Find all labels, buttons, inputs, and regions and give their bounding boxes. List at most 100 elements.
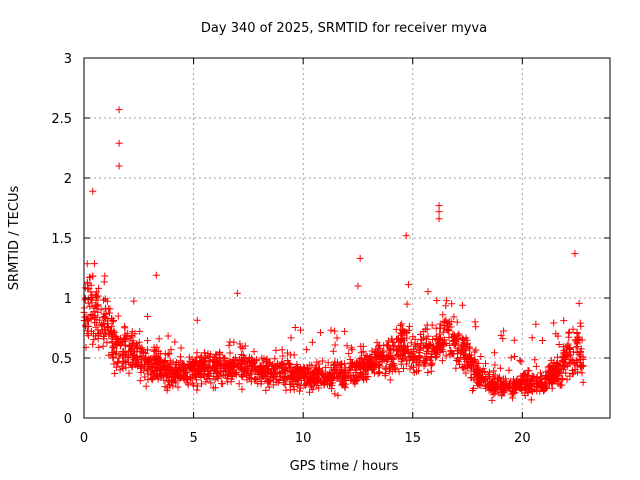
data-point bbox=[553, 353, 561, 361]
data-point bbox=[303, 363, 311, 371]
data-point bbox=[416, 357, 424, 365]
data-point bbox=[469, 386, 477, 394]
data-point bbox=[231, 369, 239, 377]
data-point bbox=[516, 356, 524, 364]
data-point bbox=[450, 331, 458, 339]
data-point bbox=[499, 380, 507, 388]
data-point bbox=[370, 369, 378, 377]
data-point bbox=[443, 297, 451, 305]
data-point bbox=[105, 351, 113, 359]
data-point bbox=[371, 356, 379, 364]
data-point bbox=[105, 305, 113, 313]
data-point bbox=[398, 338, 406, 346]
data-point bbox=[308, 338, 316, 346]
data-point bbox=[143, 346, 151, 354]
data-point bbox=[577, 322, 585, 330]
data-point bbox=[564, 340, 572, 348]
data-point bbox=[103, 297, 111, 305]
data-point bbox=[559, 343, 567, 351]
data-point bbox=[505, 379, 513, 387]
data-point bbox=[108, 339, 116, 347]
data-point bbox=[119, 357, 127, 365]
data-point bbox=[101, 304, 109, 312]
data-point bbox=[520, 370, 528, 378]
data-point bbox=[404, 348, 412, 356]
data-point bbox=[497, 388, 505, 396]
data-point bbox=[142, 357, 150, 365]
data-point bbox=[134, 342, 142, 350]
data-point bbox=[196, 371, 204, 379]
data-point bbox=[511, 389, 519, 397]
data-point bbox=[397, 321, 405, 329]
data-point bbox=[108, 314, 116, 322]
data-point bbox=[357, 362, 365, 370]
data-point bbox=[540, 387, 548, 395]
data-point bbox=[345, 349, 353, 357]
data-point bbox=[432, 324, 440, 332]
data-point bbox=[442, 302, 450, 310]
data-point bbox=[250, 348, 258, 356]
data-point bbox=[115, 354, 123, 362]
data-point bbox=[194, 366, 202, 374]
data-point bbox=[341, 327, 349, 335]
data-point bbox=[260, 366, 268, 374]
data-point bbox=[108, 348, 116, 356]
data-point bbox=[241, 342, 249, 350]
data-point bbox=[101, 272, 109, 280]
data-point bbox=[143, 366, 151, 374]
data-point bbox=[144, 313, 152, 321]
data-point bbox=[477, 352, 485, 360]
data-point bbox=[100, 319, 108, 327]
data-point bbox=[272, 346, 280, 354]
data-point bbox=[453, 318, 461, 326]
data-point bbox=[129, 340, 137, 348]
data-point bbox=[281, 367, 289, 375]
data-point bbox=[491, 361, 499, 369]
x-tick-label: 5 bbox=[189, 431, 197, 446]
y-tick-label: 1.5 bbox=[51, 232, 72, 247]
data-point bbox=[488, 396, 496, 404]
data-point bbox=[116, 366, 124, 374]
data-point bbox=[403, 357, 411, 365]
data-point bbox=[371, 348, 379, 356]
data-point bbox=[100, 296, 108, 304]
data-point bbox=[157, 349, 165, 357]
data-point bbox=[393, 335, 401, 343]
data-point bbox=[360, 356, 368, 364]
data-point bbox=[109, 353, 117, 361]
data-point bbox=[332, 364, 340, 372]
data-point bbox=[353, 366, 361, 374]
data-point bbox=[472, 323, 480, 331]
data-point bbox=[439, 311, 447, 319]
data-point bbox=[556, 369, 564, 377]
data-point bbox=[130, 339, 138, 347]
data-point bbox=[575, 299, 583, 307]
data-point bbox=[328, 373, 336, 381]
data-point bbox=[416, 345, 424, 353]
data-point bbox=[359, 347, 367, 355]
data-point bbox=[472, 377, 480, 385]
data-point bbox=[273, 373, 281, 381]
data-point bbox=[451, 340, 459, 348]
data-point bbox=[531, 356, 539, 364]
data-point bbox=[424, 332, 432, 340]
data-point bbox=[433, 296, 441, 304]
data-point bbox=[172, 379, 180, 387]
data-point bbox=[211, 376, 219, 384]
data-point bbox=[368, 362, 376, 370]
data-point bbox=[410, 369, 418, 377]
data-point bbox=[177, 344, 185, 352]
data-point bbox=[151, 372, 159, 380]
data-point bbox=[326, 369, 334, 377]
data-point bbox=[450, 341, 458, 349]
data-point bbox=[374, 370, 382, 378]
data-point bbox=[292, 364, 300, 372]
data-point bbox=[578, 336, 586, 344]
data-point bbox=[320, 379, 328, 387]
data-point bbox=[528, 334, 536, 342]
data-point bbox=[138, 344, 146, 352]
data-point bbox=[219, 380, 227, 388]
data-point bbox=[130, 297, 138, 305]
data-point bbox=[403, 300, 411, 308]
data-point bbox=[426, 356, 434, 364]
